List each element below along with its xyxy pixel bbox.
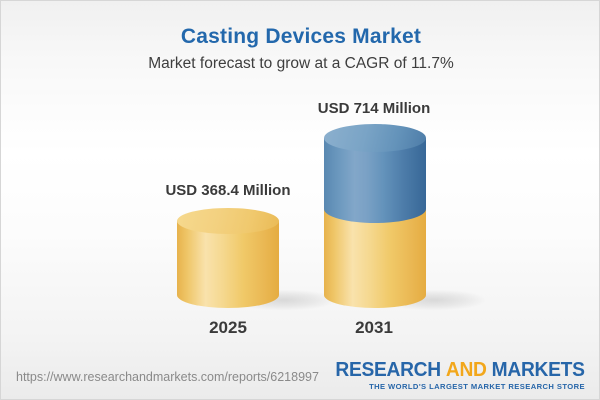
bar-2031-top-face: [324, 124, 426, 152]
axis-label-2031: 2031: [355, 318, 393, 337]
research-and-markets-logo: RESEARCH AND MARKETS THE WORLD'S LARGEST…: [325, 359, 586, 391]
bar-2025-body-segment: [177, 221, 279, 308]
logo-word-and: AND: [446, 359, 488, 381]
logo-tagline: THE WORLD'S LARGEST MARKET RESEARCH STOR…: [369, 382, 585, 391]
logo-wordmark: RESEARCH AND MARKETS: [335, 359, 586, 381]
report-url: https://www.researchandmarkets.com/repor…: [16, 370, 319, 384]
chart-title: Casting Devices Market: [180, 25, 422, 48]
logo-word-research: RESEARCH: [335, 359, 442, 381]
chart-subtitle: Market forecast to grow at a CAGR of 11.…: [148, 55, 454, 72]
logo-word-markets: MARKETS: [492, 359, 585, 381]
bar-2025-top-face: [177, 208, 279, 234]
bar-2025-cylinder: [177, 208, 279, 308]
bar-2031-cylinder: [324, 124, 426, 308]
axis-label-2025: 2025: [209, 318, 247, 337]
value-label-2031: USD 714 Million: [317, 100, 431, 117]
bar-2031-growth-segment: [324, 138, 426, 223]
value-label-2025: USD 368.4 Million: [165, 182, 291, 199]
